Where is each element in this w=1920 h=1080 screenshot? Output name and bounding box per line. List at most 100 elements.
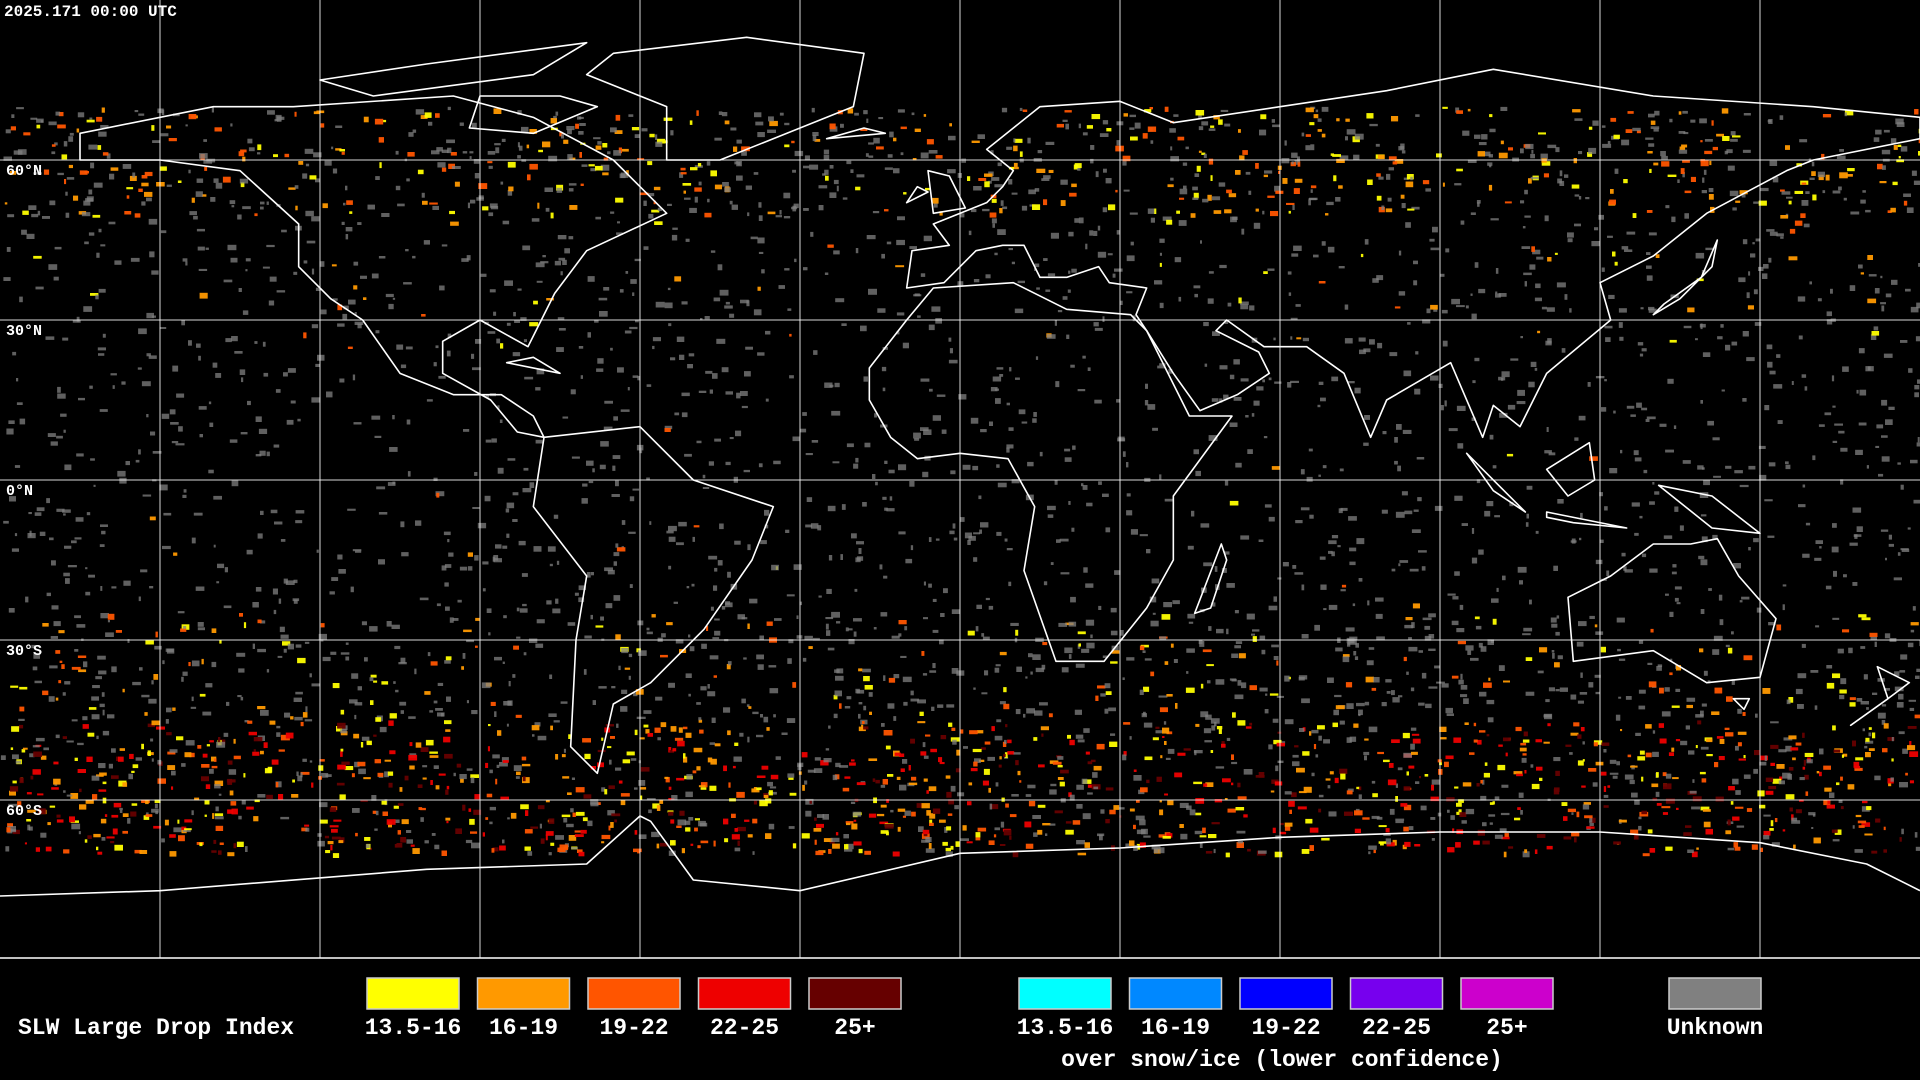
speckle <box>1663 783 1672 790</box>
speckle <box>1191 510 1195 517</box>
speckle <box>159 166 167 171</box>
speckle <box>1489 164 1492 168</box>
speckle <box>1832 839 1840 842</box>
speckle <box>1388 763 1394 768</box>
speckle <box>1176 210 1180 214</box>
speckle <box>176 393 185 398</box>
speckle <box>943 588 948 594</box>
speckle <box>521 763 531 767</box>
speckle <box>1368 647 1375 650</box>
speckle <box>1730 131 1736 136</box>
speckle <box>621 689 628 694</box>
speckle <box>19 418 26 425</box>
speckle <box>248 147 255 152</box>
speckle <box>1822 190 1826 194</box>
speckle <box>1702 177 1705 183</box>
speckle <box>239 178 249 184</box>
speckle <box>515 776 520 779</box>
speckle <box>968 230 972 236</box>
speckle <box>1579 692 1588 695</box>
speckle <box>332 298 338 301</box>
speckle <box>1045 289 1051 292</box>
speckle <box>495 147 500 154</box>
speckle <box>1317 129 1322 132</box>
speckle <box>527 851 533 856</box>
speckle <box>270 509 278 514</box>
speckle <box>302 712 308 718</box>
speckle <box>1897 462 1901 465</box>
speckle <box>603 287 610 291</box>
speckle <box>6 827 11 833</box>
speckle <box>1219 264 1227 269</box>
speckle <box>1291 152 1298 158</box>
speckle <box>1498 665 1505 671</box>
speckle <box>1333 175 1337 182</box>
speckle <box>459 774 467 780</box>
speckle <box>1770 721 1779 724</box>
speckle <box>283 648 287 653</box>
speckle <box>181 826 187 830</box>
speckle <box>355 832 358 837</box>
speckle <box>1009 814 1017 818</box>
speckle <box>1833 749 1841 753</box>
speckle <box>42 623 49 627</box>
speckle <box>1789 228 1796 234</box>
speckle <box>1179 824 1184 828</box>
speckle <box>1113 805 1120 810</box>
speckle <box>524 829 533 834</box>
speckle <box>1473 840 1480 845</box>
speckle <box>35 737 45 742</box>
speckle <box>550 725 553 731</box>
speckle <box>1158 695 1168 698</box>
speckle <box>1303 786 1312 793</box>
speckle <box>678 727 683 733</box>
speckle <box>571 456 580 459</box>
speckle <box>1208 271 1214 274</box>
speckle <box>1375 143 1380 147</box>
speckle <box>1517 566 1527 573</box>
speckle <box>1624 249 1633 252</box>
speckle <box>1032 815 1041 819</box>
speckle <box>1095 171 1099 178</box>
speckle <box>855 248 859 254</box>
speckle <box>1873 326 1879 331</box>
speckle <box>474 173 480 179</box>
speckle <box>1339 768 1348 774</box>
speckle <box>648 809 652 814</box>
speckle <box>169 409 176 415</box>
speckle <box>939 819 946 823</box>
speckle <box>737 161 741 166</box>
speckle <box>745 346 753 350</box>
speckle <box>57 393 66 399</box>
speckle <box>683 190 686 194</box>
speckle <box>1491 598 1499 603</box>
speckle <box>7 823 13 828</box>
speckle <box>238 288 242 292</box>
speckle <box>1178 296 1182 302</box>
speckle <box>1882 748 1888 753</box>
speckle <box>1345 627 1355 632</box>
speckle <box>392 481 396 485</box>
speckle <box>970 209 977 213</box>
speckle <box>1648 681 1657 688</box>
speckle <box>1251 633 1255 636</box>
speckle <box>994 735 1003 741</box>
speckle <box>1725 344 1731 351</box>
speckle <box>353 733 360 739</box>
speckle <box>1599 539 1604 543</box>
speckle <box>1130 241 1134 246</box>
speckle <box>996 367 1004 370</box>
speckle <box>436 603 441 607</box>
speckle <box>330 651 337 655</box>
speckle <box>1883 723 1889 729</box>
legend-swatch <box>1128 977 1223 1010</box>
speckle <box>634 830 638 835</box>
speckle <box>1574 837 1577 843</box>
speckle <box>1298 675 1308 680</box>
speckle <box>16 402 23 405</box>
speckle <box>876 146 884 150</box>
speckle <box>1398 563 1401 567</box>
speckle <box>1402 844 1407 850</box>
speckle <box>222 176 231 183</box>
speckle <box>1085 243 1088 250</box>
